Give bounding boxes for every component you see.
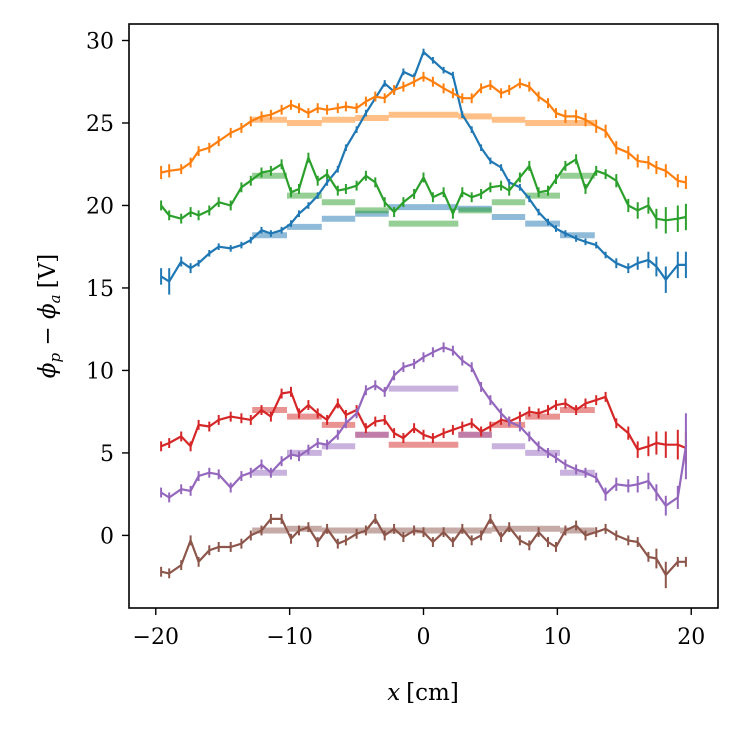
series-red	[160, 386, 687, 465]
series-orange	[160, 71, 687, 189]
plot-frame	[128, 23, 719, 609]
series-blue	[160, 48, 687, 295]
y-tick-label: 0	[100, 524, 114, 549]
y-axis-label: ϕp − ϕa[V]	[35, 254, 64, 378]
y-axis-phi-p: ϕ	[35, 362, 61, 378]
series-line-orange	[160, 75, 687, 184]
y-axis-sub-p: p	[46, 353, 64, 363]
x-tick-label: −10	[266, 625, 312, 650]
y-tick-label: 20	[86, 194, 114, 219]
y-tick-label: 25	[86, 112, 114, 137]
x-tick-label: 0	[417, 625, 431, 650]
x-axis-unit: [cm]	[406, 680, 459, 706]
y-tick-label: 30	[86, 29, 114, 54]
x-ticks: −20 −10 0 10 20	[133, 608, 705, 650]
series-line-red	[160, 390, 687, 451]
step-segments	[252, 111, 595, 534]
series-lines	[160, 48, 687, 589]
series-line-green	[160, 156, 687, 222]
y-axis-minus: −	[35, 319, 61, 353]
y-tick-label: 15	[86, 277, 114, 302]
x-tick-label: −20	[133, 625, 179, 650]
x-axis-label: x [cm]	[387, 680, 459, 706]
y-axis-unit: [V]	[35, 254, 61, 289]
y-axis-phi-a: ϕ	[35, 303, 61, 319]
series-brown	[160, 514, 687, 589]
x-tick-label: 10	[543, 625, 571, 650]
y-tick-label: 5	[100, 442, 114, 467]
series-green	[160, 152, 687, 234]
y-tick-label: 10	[86, 359, 114, 384]
series-line-blue	[160, 50, 686, 283]
x-tick-label: 20	[677, 625, 705, 650]
y-ticks: 0 5 10 15 20 25 30	[86, 29, 129, 549]
series-line-purple	[160, 346, 687, 507]
x-axis-var: x	[387, 680, 400, 706]
series-purple	[160, 342, 687, 516]
y-axis-sub-a: a	[46, 294, 64, 303]
